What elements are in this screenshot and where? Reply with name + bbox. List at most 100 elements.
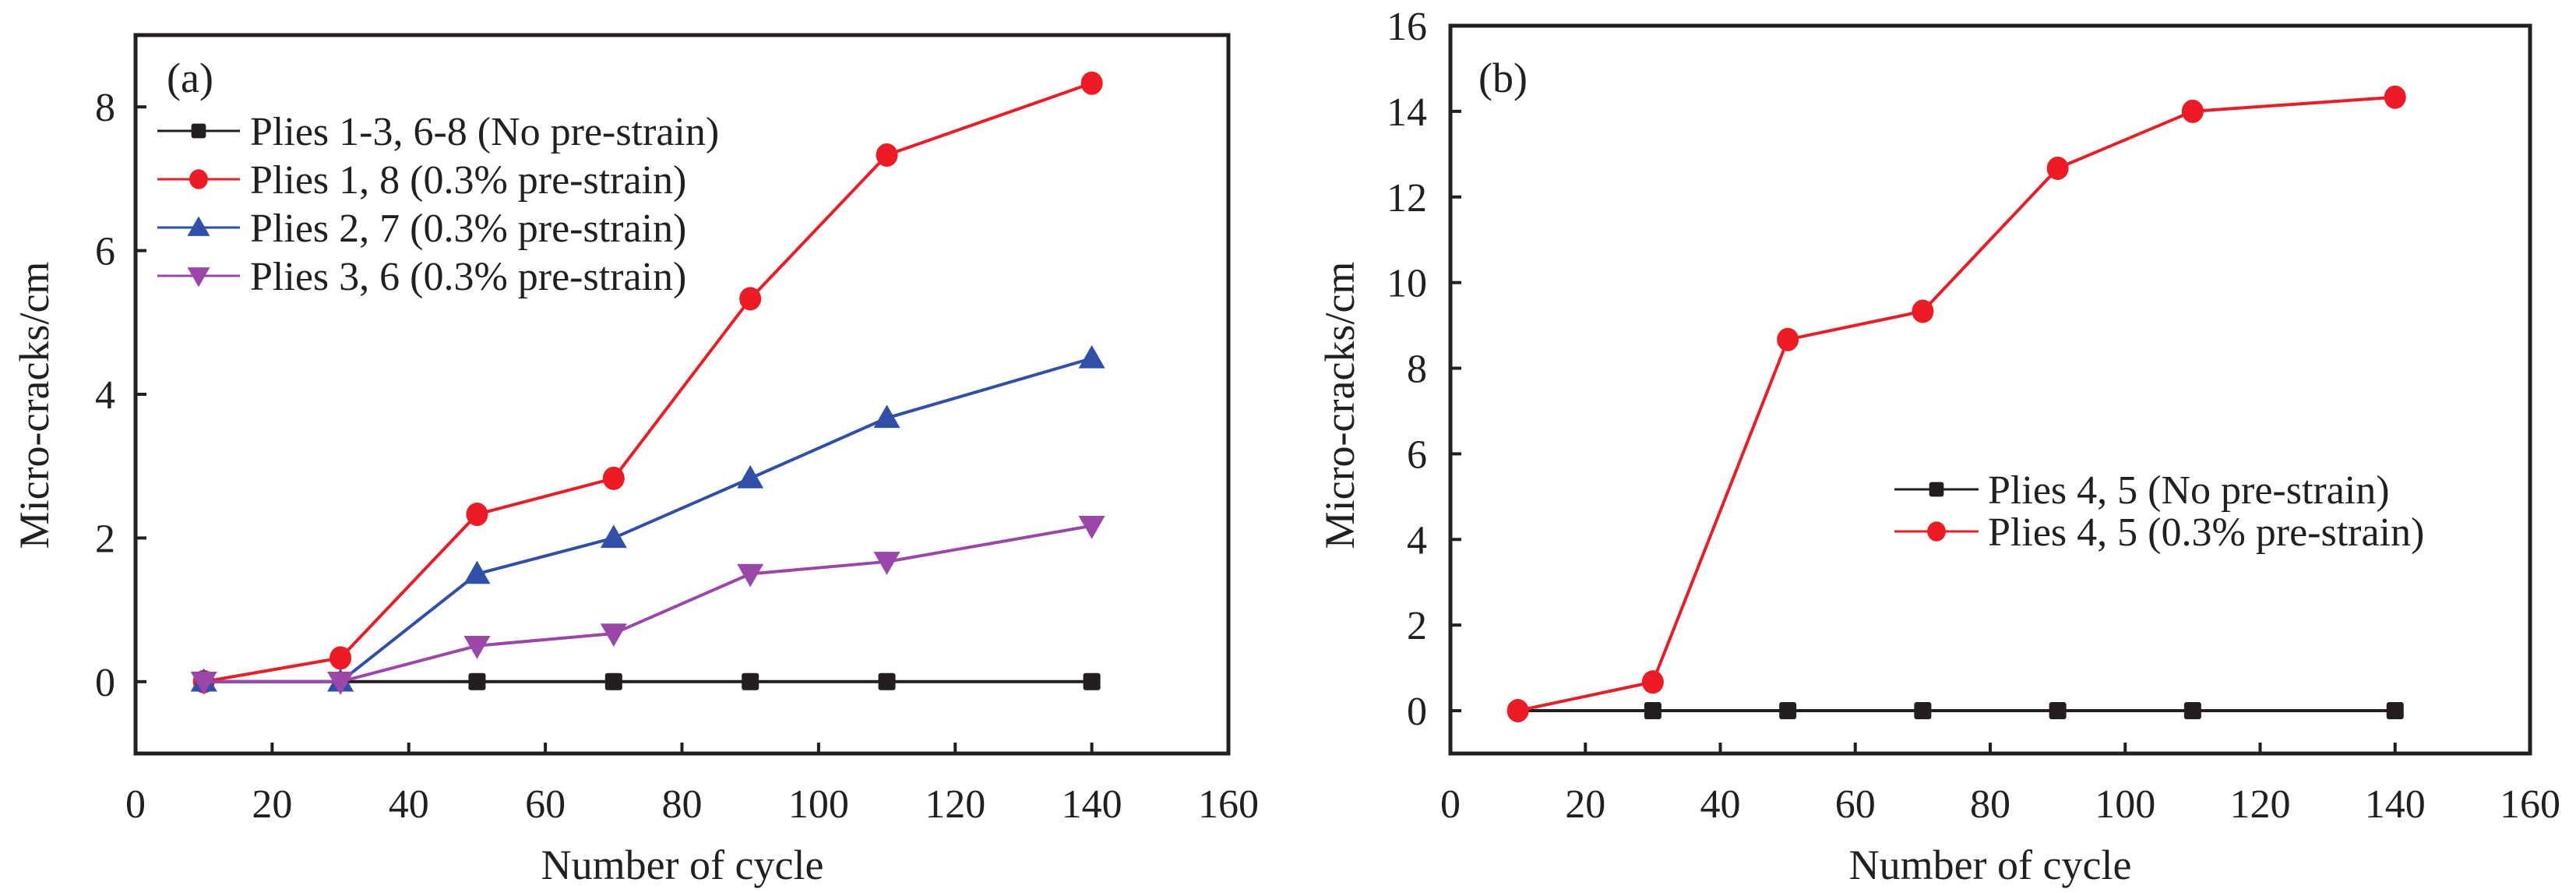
data-point (2384, 85, 2406, 109)
data-point (327, 672, 354, 695)
x-tick-label-a: 120 (925, 782, 985, 827)
legend-label: Plies 4, 5 (0.3% pre-strain) (1988, 510, 2424, 555)
legend-item: Plies 4, 5 (No pre-strain) (1894, 468, 2390, 513)
y-tick-label-a: 8 (95, 86, 115, 130)
legend-label: Plies 1, 8 (0.3% pre-strain) (250, 158, 686, 203)
data-point (1078, 344, 1105, 369)
x-tick-label-b: 40 (1700, 782, 1741, 827)
legend-item: Plies 1, 8 (0.3% pre-strain) (157, 158, 686, 203)
x-tick-label-a: 0 (125, 782, 146, 827)
series-a-3 (190, 515, 1105, 695)
data-point (878, 672, 896, 690)
data-point (873, 404, 900, 429)
x-tick-label-b: 120 (2230, 782, 2291, 827)
axes-b: 0 20 40 60 80 100 120 140 160 0 2 4 6 8 10 12 14 16 (1387, 5, 2560, 827)
series-layer-a (190, 71, 1105, 695)
y-axis-title-b: Micro-cracks/cm (1316, 262, 1363, 549)
data-point (2386, 702, 2404, 720)
x-tick-label-b: 20 (1565, 782, 1605, 827)
data-point (466, 502, 488, 526)
y-tick-label-b: 8 (1407, 348, 1427, 392)
y-tick-label-b: 4 (1407, 518, 1427, 563)
legend-label: Plies 4, 5 (No pre-strain) (1988, 468, 2390, 513)
legend-marker (187, 267, 210, 288)
series-layer-b (1506, 85, 2406, 723)
y-tick-label-b: 14 (1387, 90, 1427, 135)
data-point (1644, 702, 1662, 720)
legend-marker (1929, 482, 1944, 497)
x-tick-label-b: 160 (2500, 782, 2560, 827)
y-tick-label-a: 2 (95, 517, 115, 561)
x-tick-label-a: 80 (662, 782, 703, 827)
data-point (190, 672, 217, 695)
data-point (604, 672, 622, 690)
data-point (1777, 327, 1799, 351)
data-point (1506, 699, 1529, 723)
y-tick-label-a: 6 (95, 230, 115, 274)
y-axis-title-a: Micro-cracks/cm (11, 262, 58, 549)
data-point (1083, 672, 1101, 690)
data-point (1912, 299, 1934, 323)
data-point (2049, 702, 2067, 720)
x-tick-label-b: 80 (1970, 782, 2010, 827)
x-axis-title-a: Number of cycle (541, 842, 824, 888)
data-point (463, 560, 491, 584)
legend-item: Plies 3, 6 (0.3% pre-strain) (157, 255, 686, 299)
legend-item: Plies 2, 7 (0.3% pre-strain) (157, 206, 686, 251)
data-point (468, 672, 486, 690)
data-point (1779, 702, 1797, 720)
data-point (602, 466, 625, 490)
x-tick-label-a: 20 (252, 782, 292, 827)
legend-a: Plies 1-3, 6-8 (No pre-strain)Plies 1, 8… (157, 110, 719, 299)
data-point (329, 646, 352, 670)
data-point (1641, 670, 1664, 694)
data-point (737, 464, 764, 489)
data-point (737, 563, 764, 588)
x-tick-label-b: 60 (1835, 782, 1876, 827)
panel-label-b: (b) (1478, 55, 1528, 101)
data-point (2183, 702, 2201, 720)
y-tick-label-b: 12 (1387, 176, 1427, 221)
data-point (463, 635, 491, 659)
x-tick-label-a: 100 (788, 782, 849, 827)
y-tick-label-b: 16 (1387, 5, 1427, 49)
x-tick-label-b: 140 (2365, 782, 2426, 827)
x-tick-label-a: 40 (389, 782, 429, 827)
data-point (600, 524, 627, 549)
data-point (1914, 702, 1932, 720)
data-point (2046, 156, 2069, 180)
x-tick-label-b: 0 (1440, 782, 1461, 827)
y-tick-label-b: 10 (1387, 262, 1427, 306)
legend-label: Plies 3, 6 (0.3% pre-strain) (250, 255, 686, 299)
data-point (1078, 515, 1105, 539)
x-tick-label-a: 60 (525, 782, 566, 827)
data-point (742, 672, 759, 690)
legend-label: Plies 2, 7 (0.3% pre-strain) (250, 206, 686, 251)
legend-item: Plies 4, 5 (0.3% pre-strain) (1894, 510, 2424, 555)
panel-label-a: (a) (167, 55, 213, 101)
data-point (739, 287, 762, 311)
y-tick-label-b: 2 (1407, 604, 1427, 648)
legend-item: Plies 1-3, 6-8 (No pre-strain) (157, 110, 719, 154)
data-point (600, 623, 627, 648)
chart-panel-a: 0 20 40 60 80 100 120 140 160 0 2 4 6 8 (a) Number of… (11, 33, 1259, 888)
legend-label: Plies 1-3, 6-8 (No pre-strain) (250, 110, 719, 154)
y-tick-label-a: 0 (95, 661, 115, 705)
data-point (876, 143, 898, 167)
x-tick-label-a: 160 (1198, 782, 1259, 827)
data-point (873, 552, 900, 575)
data-point (1080, 71, 1103, 95)
x-tick-label-b: 100 (2095, 782, 2155, 827)
axes-a: 0 20 40 60 80 100 120 140 160 0 2 4 6 8 (95, 33, 1259, 827)
y-tick-label-b: 0 (1407, 690, 1427, 734)
chart-panel-b: 0 20 40 60 80 100 120 140 160 0 2 4 6 8 10 12 14 16 (b) N… (1316, 5, 2560, 888)
legend-marker (189, 169, 208, 189)
x-axis-title-b: Number of cycle (1849, 842, 2132, 888)
legend-marker (191, 123, 206, 139)
legend-marker (187, 216, 210, 236)
data-point (2181, 99, 2204, 123)
legend-marker (1927, 521, 1946, 542)
series-b-1 (1506, 85, 2406, 723)
